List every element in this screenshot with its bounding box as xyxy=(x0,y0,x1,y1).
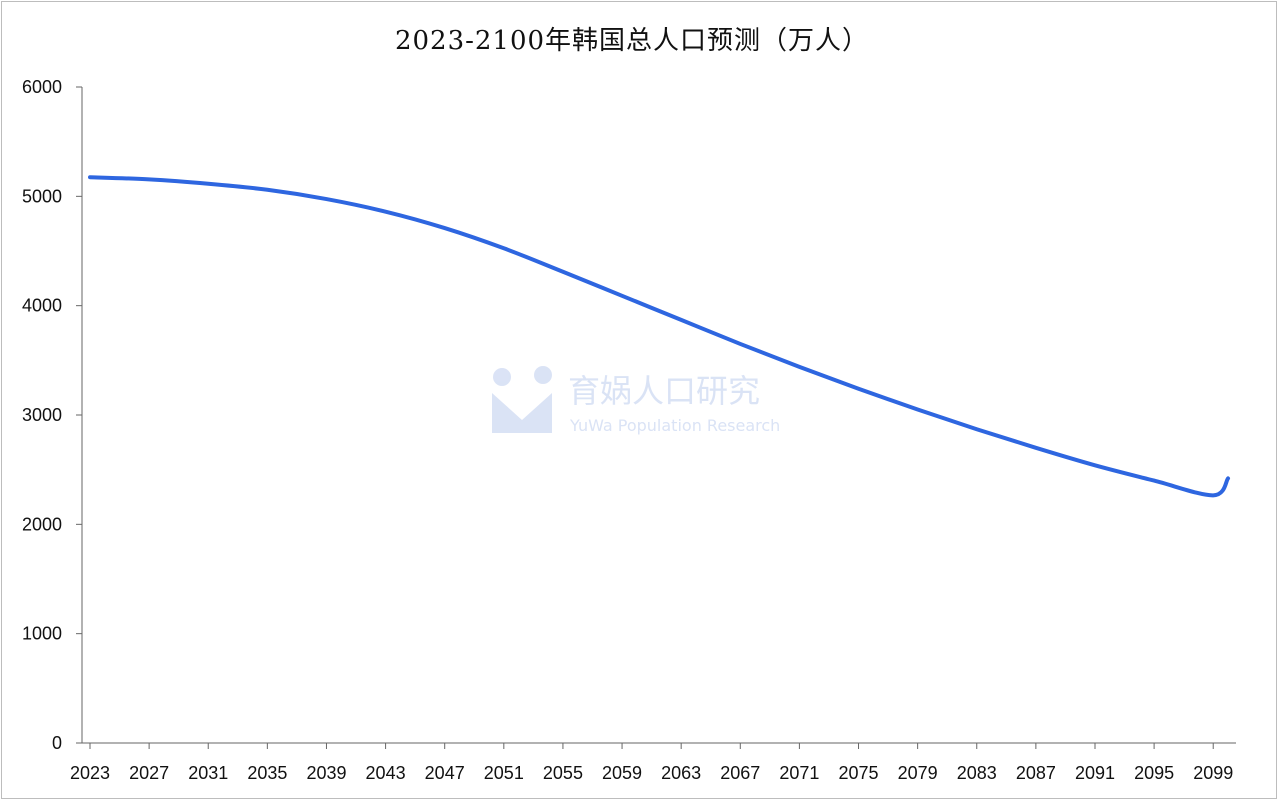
axes xyxy=(81,87,1236,744)
y-axis-ticks: 0 1000 2000 3000 4000 5000 6000 xyxy=(22,77,82,753)
x-tick-label: 2031 xyxy=(188,763,228,783)
x-tick-label: 2071 xyxy=(779,763,819,783)
watermark-subtitle: YuWa Population Research xyxy=(569,416,780,435)
x-tick-label: 2087 xyxy=(1016,763,1056,783)
x-axis-ticks: 2023 2027 2031 2035 2039 2043 2047 2051 2055 2059… xyxy=(70,743,1233,783)
x-tick-label: 2063 xyxy=(661,763,701,783)
y-tick-label: 1000 xyxy=(22,624,62,644)
x-tick-label: 2099 xyxy=(1193,763,1233,783)
y-tick-label: 6000 xyxy=(22,77,62,97)
yuwa-logo-icon xyxy=(492,366,552,433)
series-line xyxy=(88,175,1230,498)
series-group xyxy=(88,175,1230,498)
y-tick-label: 3000 xyxy=(22,405,62,425)
x-tick-label: 2027 xyxy=(129,763,169,783)
x-tick-label: 2083 xyxy=(957,763,997,783)
x-tick-label: 2043 xyxy=(366,763,406,783)
x-tick-label: 2047 xyxy=(425,763,465,783)
watermark: 育娲人口研究 YuWa Population Research xyxy=(492,366,780,435)
y-tick-label: 5000 xyxy=(22,186,62,206)
x-tick-label: 2051 xyxy=(484,763,524,783)
x-tick-label: 2079 xyxy=(898,763,938,783)
y-tick-label: 4000 xyxy=(22,296,62,316)
y-tick-label: 2000 xyxy=(22,514,62,534)
x-tick-label: 2055 xyxy=(543,763,583,783)
x-tick-label: 2091 xyxy=(1075,763,1115,783)
x-tick-label: 2095 xyxy=(1134,763,1174,783)
y-tick-label: 0 xyxy=(52,733,62,753)
x-tick-label: 2075 xyxy=(838,763,878,783)
x-tick-label: 2059 xyxy=(602,763,642,783)
x-tick-label: 2035 xyxy=(247,763,287,783)
watermark-title: 育娲人口研究 xyxy=(568,372,760,410)
x-tick-label: 2039 xyxy=(306,763,346,783)
chart-title: 2023-2100年韩国总人口预测（万人） xyxy=(394,26,870,56)
x-tick-label: 2023 xyxy=(70,763,110,783)
x-tick-label: 2067 xyxy=(720,763,760,783)
